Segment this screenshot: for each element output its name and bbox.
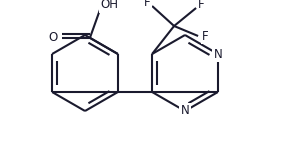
Text: F: F <box>198 0 204 11</box>
Text: N: N <box>213 47 222 60</box>
Text: F: F <box>144 0 151 9</box>
Text: N: N <box>181 104 189 117</box>
Text: OH: OH <box>100 0 118 11</box>
Text: O: O <box>48 31 57 44</box>
Text: F: F <box>202 29 209 42</box>
